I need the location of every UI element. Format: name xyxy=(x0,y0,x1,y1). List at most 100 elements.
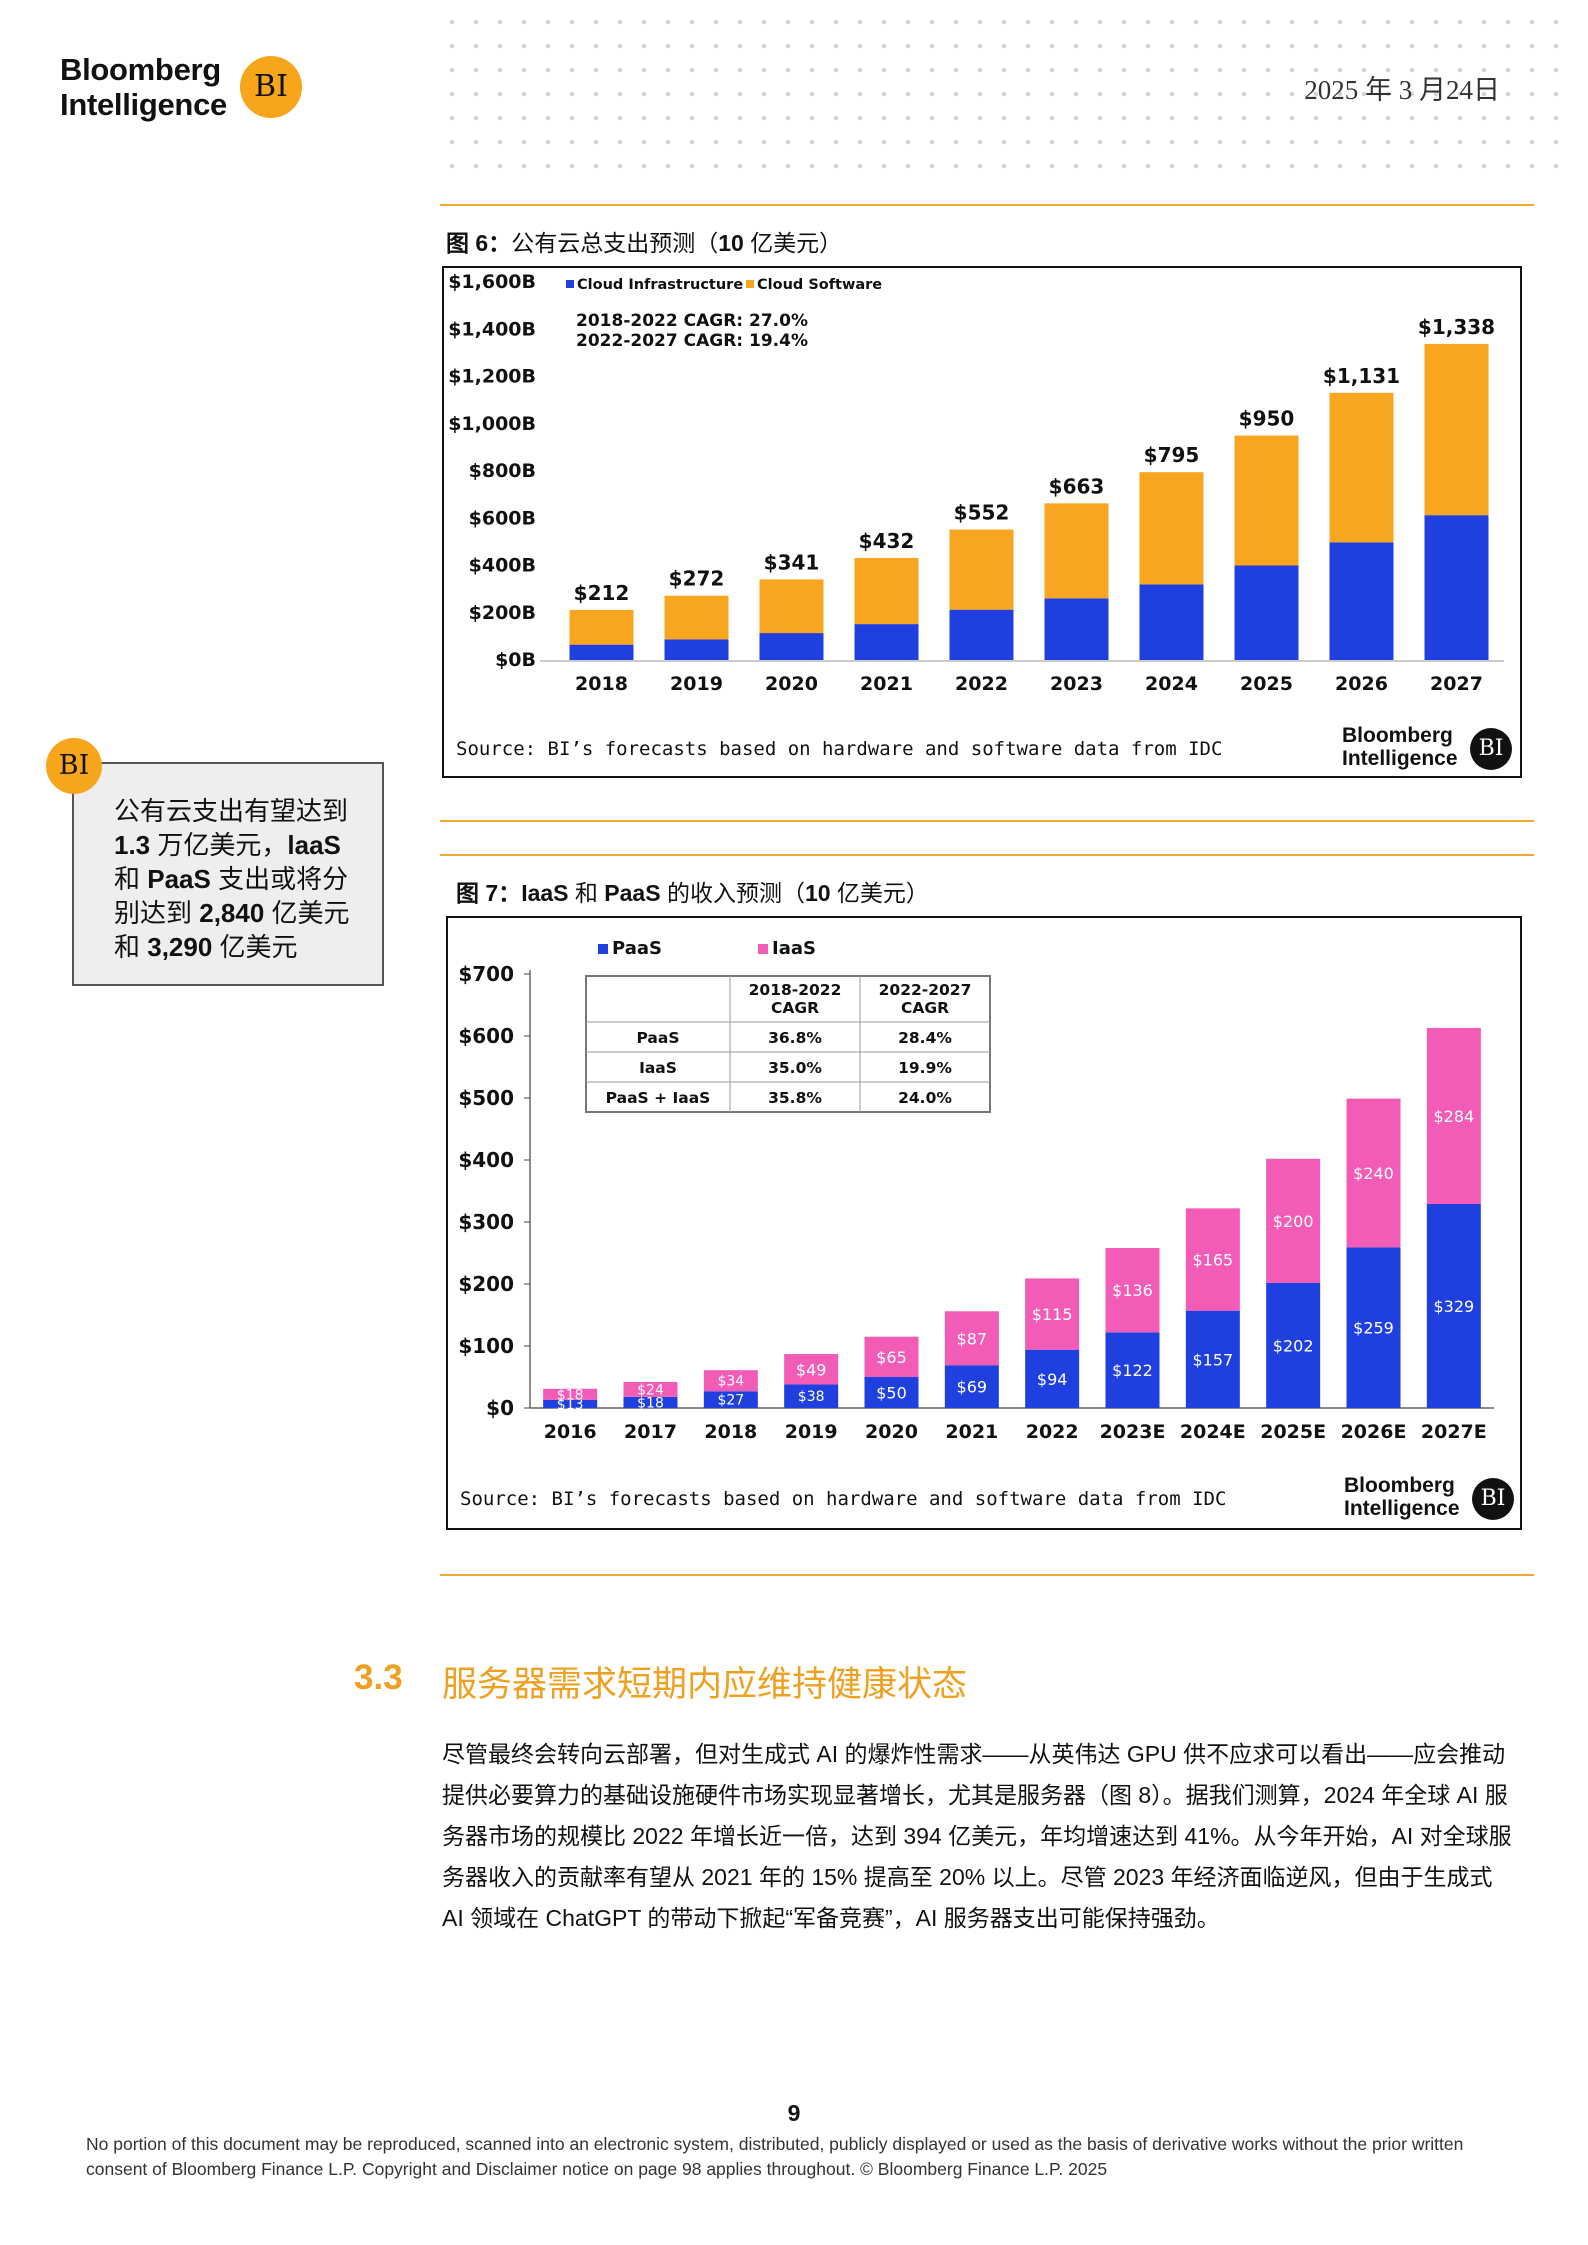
total-data-label: $663 xyxy=(1049,474,1105,498)
bar-cloud-infrastructure xyxy=(854,624,919,660)
x-tick-label: 2024 xyxy=(1145,673,1198,695)
page-number: 9 xyxy=(787,2100,801,2126)
bar-iaas xyxy=(1426,1027,1481,1205)
cagr-table-cell: IaaS xyxy=(639,1059,677,1077)
x-tick-label: 2016 xyxy=(544,1421,597,1443)
segment-data-label: $202 xyxy=(1273,1336,1314,1355)
total-data-label: $552 xyxy=(954,501,1010,525)
segment-data-label: $136 xyxy=(1112,1281,1153,1300)
legend-label: IaaS xyxy=(772,938,816,959)
y-tick-label: $1,000B xyxy=(448,413,536,435)
y-tick-label: $200 xyxy=(458,1272,514,1296)
y-tick-label: $0 xyxy=(486,1396,514,1420)
bar-iaas xyxy=(1346,1098,1401,1248)
bar-paas xyxy=(703,1391,758,1408)
bar-paas xyxy=(1346,1247,1401,1408)
x-tick-label: 2027 xyxy=(1430,673,1483,695)
section-title: 服务器需求短期内应维持健康状态 xyxy=(442,1665,968,1705)
cagr-table-header: 2018-2022 xyxy=(749,981,842,999)
logo-line-1: Bloomberg xyxy=(60,52,221,87)
segment-data-label: $69 xyxy=(957,1378,988,1397)
y-tick-label: $100 xyxy=(458,1334,514,1358)
segment-data-label: $329 xyxy=(1433,1297,1474,1316)
total-data-label: $1,338 xyxy=(1418,315,1495,339)
segment-data-label: $259 xyxy=(1353,1319,1394,1338)
cagr-table-cell: PaaS + IaaS xyxy=(606,1089,711,1107)
x-tick-label: 2020 xyxy=(765,673,818,695)
bar-cloud-infrastructure xyxy=(949,609,1014,660)
y-tick-label: $800B xyxy=(469,460,536,482)
x-tick-label: 2026 xyxy=(1335,673,1388,695)
figure6-source: Source: BI’s forecasts based on hardware… xyxy=(456,738,1223,760)
legend-swatch xyxy=(746,280,754,288)
figure6-title: 图 6：公有云总支出预测（10 亿美元） xyxy=(446,230,843,256)
bloomberg-intelligence-logo: Bloomberg Intelligence xyxy=(60,52,227,122)
bar-paas xyxy=(1185,1310,1240,1408)
bar-iaas xyxy=(703,1370,758,1392)
bar-cloud-software xyxy=(569,609,634,645)
legend-swatch xyxy=(758,944,768,954)
cagr-table-cell: 36.8% xyxy=(768,1029,822,1047)
y-tick-label: $600 xyxy=(458,1024,514,1048)
x-tick-label: 2020 xyxy=(865,1421,918,1443)
cagr-table-header: 2022-2027 xyxy=(879,981,972,999)
key-takeaway-callout: 公有云支出有望达到 1.3 万亿美元，laaS 和 PaaS 支出或将分 别达到… xyxy=(72,762,384,986)
bar-iaas xyxy=(1266,1158,1321,1283)
report-date: 2025 年 3 月24日 xyxy=(1304,75,1500,105)
bar-cloud-software xyxy=(1424,343,1489,516)
legend-swatch xyxy=(566,280,574,288)
x-tick-label: 2022 xyxy=(1026,1421,1079,1443)
bar-cloud-infrastructure xyxy=(759,633,824,660)
segment-data-label: $50 xyxy=(876,1384,907,1403)
segment-data-label: $38 xyxy=(798,1389,825,1405)
x-tick-label: 2019 xyxy=(670,673,723,695)
segment-data-label: $65 xyxy=(876,1348,907,1367)
cagr-table-border xyxy=(585,975,991,1113)
segment-data-label: $240 xyxy=(1353,1164,1394,1183)
total-data-label: $432 xyxy=(859,529,915,553)
bar-iaas xyxy=(623,1381,678,1397)
total-data-label: $950 xyxy=(1239,407,1295,431)
segment-data-label: $122 xyxy=(1112,1361,1153,1380)
figure7-logo-badge: BI xyxy=(1472,1478,1514,1520)
segment-data-label: $18 xyxy=(557,1387,584,1403)
bar-paas xyxy=(864,1377,919,1408)
bar-paas xyxy=(1025,1349,1080,1408)
segment-data-label: $87 xyxy=(957,1329,988,1348)
bar-cloud-software xyxy=(664,595,729,640)
cagr-table-cell: 28.4% xyxy=(898,1029,952,1047)
segment-data-label: $13 xyxy=(557,1397,584,1413)
callout-bi-badge: BI xyxy=(46,738,102,794)
cagr-table-cell: 35.0% xyxy=(768,1059,822,1077)
cagr-table-cell: PaaS xyxy=(636,1029,679,1047)
y-tick-label: $1,200B xyxy=(448,366,536,388)
cagr-table-header: CAGR xyxy=(771,999,819,1017)
bar-cloud-software xyxy=(1234,435,1299,566)
x-tick-label: 2021 xyxy=(860,673,913,695)
bar-cloud-software xyxy=(1044,503,1109,599)
x-tick-label: 2018 xyxy=(704,1421,757,1443)
divider-top xyxy=(440,204,1534,206)
legend-swatch xyxy=(598,944,608,954)
logo-line-2: Intelligence xyxy=(60,87,227,122)
bar-paas xyxy=(784,1384,839,1408)
x-tick-label: 2017 xyxy=(624,1421,677,1443)
bar-cloud-infrastructure xyxy=(1139,584,1204,660)
bar-iaas xyxy=(1105,1248,1160,1333)
figure6-logo-badge: BI xyxy=(1470,728,1512,770)
figure7-title: 图 7：IaaS 和 PaaS 的收入预测（10 亿美元） xyxy=(456,880,929,906)
segment-data-label: $24 xyxy=(637,1382,664,1398)
segment-data-label: $115 xyxy=(1032,1305,1073,1324)
x-tick-label: 2024E xyxy=(1180,1421,1246,1443)
bar-paas xyxy=(1266,1282,1321,1408)
x-tick-label: 2021 xyxy=(945,1421,998,1443)
section-body: 尽管最终会转向云部署，但对生成式 AI 的爆炸性需求——从英伟达 GPU 供不应… xyxy=(442,1741,1512,1931)
divider-fig7-top xyxy=(440,854,1534,856)
segment-data-label: $165 xyxy=(1192,1251,1233,1270)
y-tick-label: $300 xyxy=(458,1210,514,1234)
segment-data-label: $200 xyxy=(1273,1212,1314,1231)
x-tick-label: 2025E xyxy=(1260,1421,1326,1443)
bar-cloud-infrastructure xyxy=(1329,542,1394,660)
bar-cloud-software xyxy=(854,557,919,625)
total-data-label: $795 xyxy=(1144,443,1200,467)
